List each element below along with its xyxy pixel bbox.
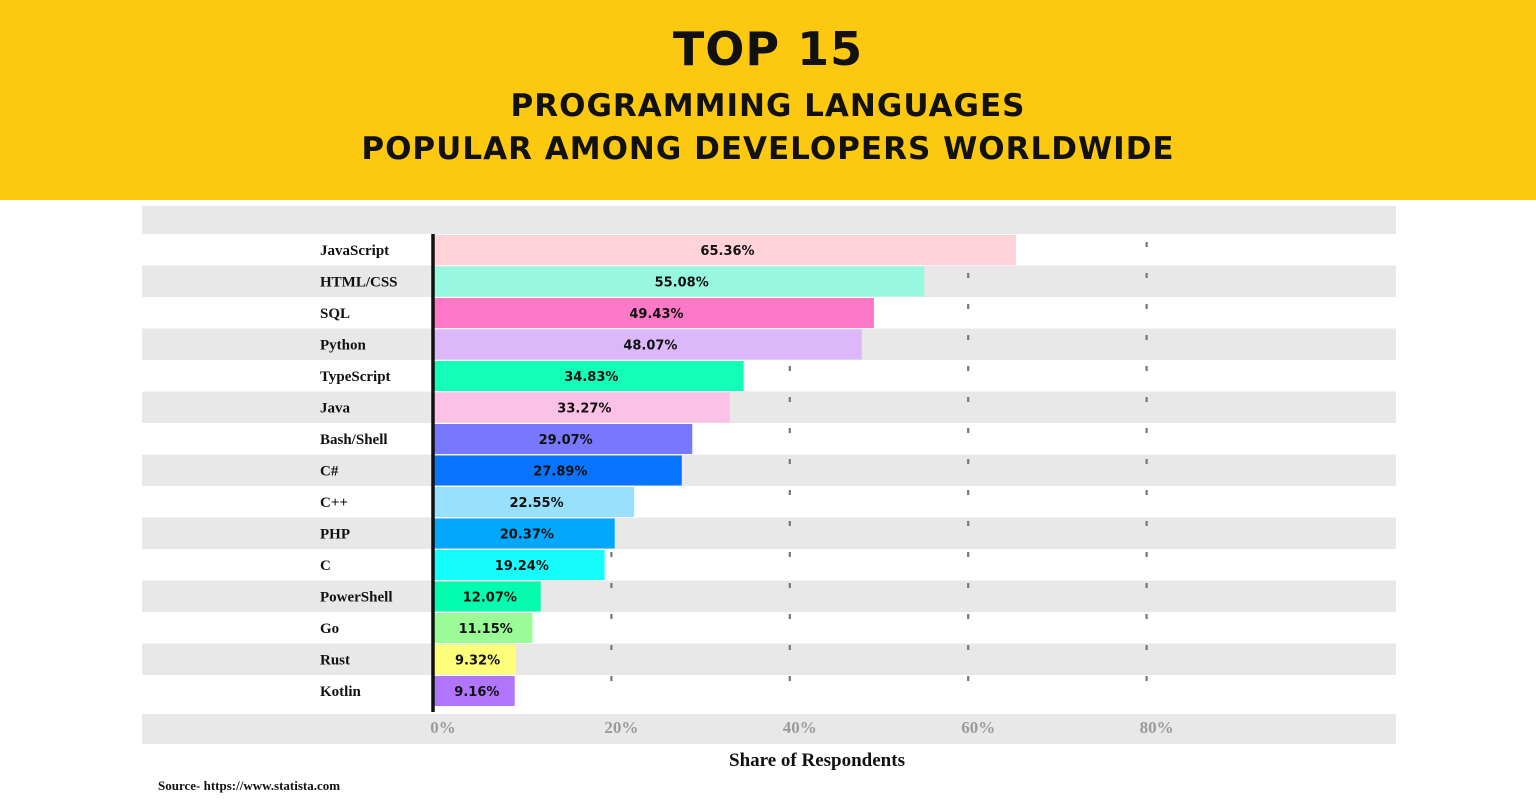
bar [433, 644, 517, 675]
category-label: Rust [320, 652, 350, 668]
chart-title: TOP 15 [672, 22, 864, 76]
stripe-header [142, 206, 1396, 234]
category-label: C [320, 558, 331, 574]
x-tick-label: 20% [604, 718, 638, 737]
bar [433, 550, 605, 580]
category-label: PHP [320, 526, 350, 542]
bar [433, 676, 515, 706]
bar-value-label: 34.83% [564, 370, 618, 385]
x-axis-title: Share of Respondents [729, 750, 905, 771]
category-label: C++ [320, 495, 348, 511]
row-stripe [142, 454, 1396, 486]
category-label: SQL [320, 306, 350, 322]
bar [433, 424, 693, 454]
x-tick-label: 60% [961, 718, 995, 737]
bar [433, 613, 533, 643]
category-label: Java [320, 400, 351, 416]
category-label: PowerShell [320, 589, 393, 605]
bar-value-label: 11.15% [459, 622, 513, 637]
bar-value-label: 20.37% [500, 527, 554, 542]
bar-value-label: 49.43% [629, 307, 683, 322]
bar [433, 518, 615, 549]
category-label: Python [320, 337, 367, 353]
bar-value-label: 12.07% [463, 590, 517, 605]
category-label: C# [320, 463, 339, 479]
header-banner [0, 0, 1536, 200]
bar-value-label: 19.24% [495, 559, 549, 574]
bar [433, 581, 541, 612]
bar [433, 329, 862, 360]
bar-value-label: 33.27% [557, 401, 611, 416]
bar-value-label: 29.07% [539, 433, 593, 448]
wave-border [0, 168, 1536, 193]
stripe-footer [142, 714, 1396, 744]
chart-subtitle-line-2: POPULAR AMONG DEVELOPERS WORLDWIDE [361, 131, 1175, 167]
bar [433, 455, 682, 486]
bar [433, 361, 744, 391]
bar-value-label: 9.16% [454, 685, 499, 700]
bar [433, 235, 1017, 265]
row-stripe [142, 580, 1396, 612]
bar-value-label: 65.36% [700, 244, 754, 259]
x-tick-label: 0% [430, 718, 456, 737]
category-label: Bash/Shell [320, 432, 388, 448]
category-label: Kotlin [320, 684, 361, 700]
row-stripe [142, 517, 1396, 549]
bar [433, 298, 874, 328]
x-tick-label: 80% [1140, 718, 1174, 737]
bar [433, 392, 730, 423]
category-label: JavaScript [320, 243, 389, 259]
category-label: HTML/CSS [320, 274, 398, 290]
category-label: TypeScript [320, 369, 391, 385]
category-label: Go [320, 621, 339, 637]
bar-value-label: 9.32% [455, 653, 500, 668]
x-tick-label: 40% [783, 718, 817, 737]
bar-value-label: 48.07% [623, 338, 677, 353]
bar-value-label: 27.89% [533, 464, 587, 479]
bar-value-label: 22.55% [509, 496, 563, 511]
bar [433, 266, 925, 297]
wave-shape [0, 168, 1536, 193]
row-stripe [142, 643, 1396, 675]
row-stripe [142, 391, 1396, 423]
bar [433, 487, 635, 517]
source-note: Source- https://www.statista.com [158, 778, 341, 793]
chart-subtitle-line-1: PROGRAMMING LANGUAGES [510, 88, 1026, 124]
bar-value-label: 55.08% [655, 275, 709, 290]
